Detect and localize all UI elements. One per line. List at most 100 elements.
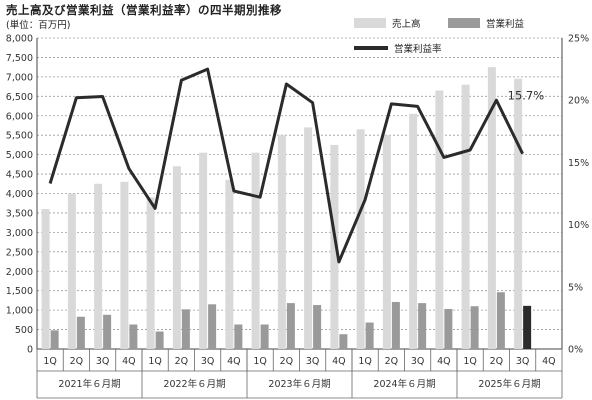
y-left-tick-label: 3,000	[6, 228, 33, 239]
x-tick-label: 2Q	[490, 356, 504, 367]
margin-line	[48, 67, 524, 264]
sales-bar	[461, 84, 470, 350]
chart-title: 売上高及び営業利益（営業利益率）の四半期別推移	[6, 3, 282, 17]
legend-margin: 営業利益率	[354, 41, 442, 55]
x-tick-label: 2Q	[175, 356, 189, 367]
sales-bar	[172, 166, 181, 349]
y-left-tick-label: 3,500	[6, 208, 33, 219]
legend-sales: 売上高	[354, 16, 421, 30]
sales-bar	[487, 67, 496, 349]
y-left-tick-label: 4,500	[6, 170, 33, 181]
x-tick-label: 3Q	[96, 356, 110, 367]
profit-bar	[286, 303, 295, 349]
sales-bar	[146, 197, 155, 349]
sales-bar	[382, 135, 391, 349]
y-left-tick-label: 0	[27, 345, 33, 356]
x-tick-label: 4Q	[227, 356, 241, 367]
profit-bar	[260, 324, 269, 349]
x-tick-label: 3Q	[516, 356, 530, 367]
x-tick-label: 4Q	[542, 356, 556, 367]
y-right-tick-label: 20%	[568, 96, 589, 107]
y-left-tick-label: 500	[15, 325, 33, 336]
sales-bar	[304, 127, 313, 349]
x-tick-label: 1Q	[358, 356, 372, 367]
sales-bar	[251, 152, 260, 349]
margin-annotation: 15.7%	[508, 89, 545, 103]
y-left-tick-label: 1,500	[6, 286, 33, 297]
y-left-tick-label: 4,000	[6, 189, 33, 200]
sales-bar	[409, 113, 418, 350]
sales-bar	[67, 193, 76, 349]
x-tick-label: 1Q	[463, 356, 477, 367]
profit-bar	[470, 306, 479, 349]
x-tick-label: 2Q	[70, 356, 84, 367]
y-left-tick-label: 7,000	[6, 72, 33, 83]
profit-bar	[365, 322, 374, 349]
profit-bar	[155, 331, 164, 349]
y-left-tick-label: 7,500	[6, 53, 33, 64]
sales-bar	[330, 144, 339, 349]
x-tick-label: 2Q	[280, 356, 294, 367]
y-right-tick-label: 0%	[568, 345, 583, 356]
sales-bar	[435, 90, 444, 349]
x-tick-label: 1Q	[253, 356, 267, 367]
x-tick-label: 3Q	[306, 356, 320, 367]
legend-profit: 営業利益	[448, 16, 524, 30]
sales-bar	[94, 183, 103, 349]
profit-bar	[234, 324, 243, 349]
legend-profit-swatch	[448, 18, 480, 28]
profit-bar	[76, 316, 85, 349]
y-left-tick-label: 6,000	[6, 111, 33, 122]
x-tick-label: 4Q	[332, 356, 346, 367]
legend-margin-label: 営業利益率	[394, 44, 442, 55]
profit-bar	[50, 330, 59, 349]
period-label: 2024年６月期	[373, 378, 435, 390]
x-tick-label: 3Q	[411, 356, 425, 367]
profit-bar	[208, 304, 217, 349]
y-left-tick-label: 6,500	[6, 92, 33, 103]
y-left-tick-label: 5,500	[6, 131, 33, 142]
y-right-tick-label: 5%	[568, 282, 583, 293]
legend-sales-swatch	[354, 18, 386, 28]
legend-margin-swatch	[354, 46, 388, 50]
x-tick-label: 4Q	[122, 356, 136, 367]
y-left-tick-label: 1,000	[6, 306, 33, 317]
sales-bar	[356, 129, 365, 349]
profit-bar	[103, 314, 112, 349]
sales-bar	[277, 135, 286, 349]
profit-bar	[391, 301, 400, 349]
y-right-tick-label: 15%	[568, 158, 589, 169]
profit-bar	[339, 334, 348, 349]
legend-sales-label: 売上高	[392, 19, 421, 30]
profit-bar	[313, 305, 322, 349]
profit-bar	[129, 324, 138, 349]
period-label: 2023年６月期	[268, 378, 330, 390]
period-label: 2025年６月期	[478, 378, 540, 390]
period-label: 2021年６月期	[58, 378, 120, 390]
x-tick-label: 2Q	[385, 356, 399, 367]
x-tick-label: 4Q	[437, 356, 451, 367]
profit-bar	[523, 305, 532, 349]
sales-bar	[41, 209, 50, 349]
period-label: 2022年６月期	[163, 378, 225, 390]
y-right-tick-label: 10%	[568, 220, 589, 231]
x-tick-label: 1Q	[148, 356, 162, 367]
profit-bar	[418, 303, 427, 349]
legend-profit-label: 営業利益	[486, 19, 525, 30]
y-left-tick-label: 8,000	[6, 34, 33, 45]
sales-bar	[225, 179, 234, 349]
x-tick-label: 1Q	[43, 356, 57, 367]
y-left-tick-label: 5,000	[6, 150, 33, 161]
sales-bar	[514, 78, 523, 349]
profit-bar	[444, 308, 453, 349]
sales-bar	[120, 181, 129, 349]
y-right-tick-label: 25%	[568, 34, 589, 45]
unit-label: (単位：百万円)	[6, 20, 71, 31]
x-tick-label: 3Q	[201, 356, 215, 367]
profit-bar	[496, 292, 505, 349]
sales-bar	[199, 152, 208, 349]
profit-bar	[181, 309, 190, 349]
y-left-tick-label: 2,000	[6, 267, 33, 278]
y-left-tick-label: 2,500	[6, 247, 33, 258]
